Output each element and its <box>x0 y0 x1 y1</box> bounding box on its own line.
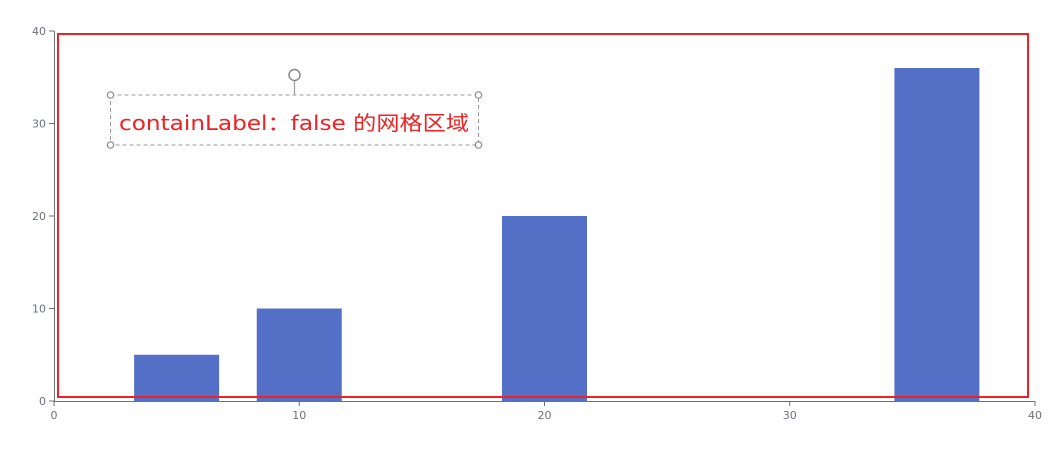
x-tick-label: 10 <box>292 409 306 422</box>
annotation-text[interactable]: containLabel：false 的网格区域 <box>119 111 469 135</box>
x-tick-label: 40 <box>1028 409 1042 422</box>
axes: 0 10 20 30 40 0 10 20 30 40 <box>32 25 1042 422</box>
resize-handle-bottom-left[interactable] <box>106 141 115 149</box>
grid-area-frame <box>57 33 1029 398</box>
bar <box>256 308 342 401</box>
resize-handle-bottom-right[interactable] <box>474 141 483 149</box>
rotate-handle[interactable] <box>288 68 301 82</box>
y-tick-label: 20 <box>32 210 46 223</box>
bars <box>134 68 980 401</box>
x-tick-label: 0 <box>51 409 58 422</box>
x-tick-label: 30 <box>783 409 797 422</box>
resize-handle-top-right[interactable] <box>474 91 483 99</box>
y-tick-label: 30 <box>32 118 46 131</box>
x-tick-label: 20 <box>538 409 552 422</box>
bar <box>502 216 587 401</box>
y-tick-label: 0 <box>39 395 46 408</box>
y-tick-label: 10 <box>32 303 46 316</box>
y-tick-label: 40 <box>32 25 46 38</box>
annotation-selection[interactable]: containLabel：false 的网格区域 <box>106 68 483 149</box>
resize-handle-top-left[interactable] <box>106 91 115 99</box>
bar <box>894 68 980 401</box>
bar <box>134 354 220 401</box>
